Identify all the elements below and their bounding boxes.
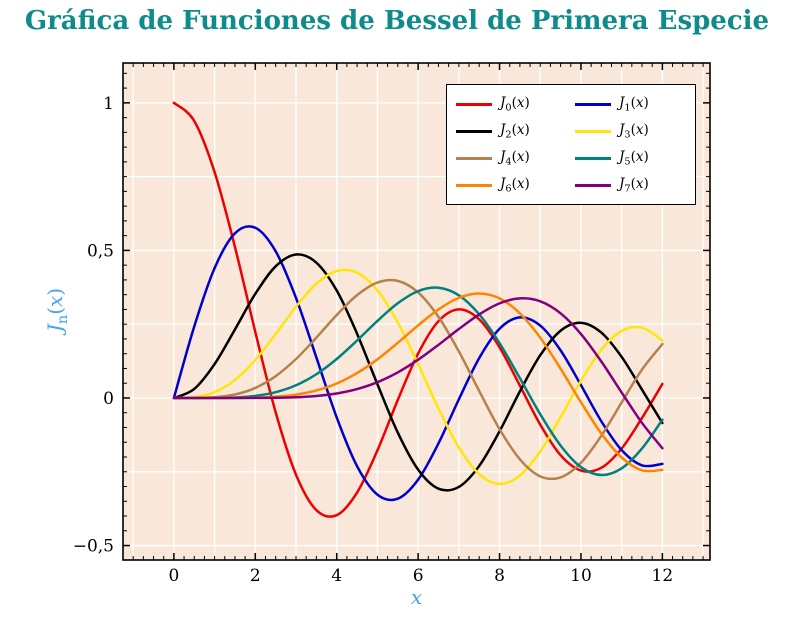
legend-item-J7x: J7(x) — [575, 173, 686, 197]
y-tick-label: −0,5 — [73, 537, 114, 557]
x-tick-label: 0 — [168, 566, 179, 586]
grid-lines — [123, 63, 710, 560]
y-tick-label: 0,5 — [87, 241, 114, 261]
legend-line-sample — [575, 183, 611, 187]
legend-item-J5x: J5(x) — [575, 146, 686, 170]
curve-J2x — [172, 253, 664, 492]
tick-labels: 0 2 4 6 8 10 12 1 0,5 0 −0,5 — [73, 94, 673, 586]
y-axis-label: Jn(x) — [43, 287, 71, 333]
legend-line-sample — [575, 156, 611, 160]
legend-item-J0x: J0(x) — [456, 92, 567, 116]
legend-item-J4x: J4(x) — [456, 146, 567, 170]
legend-line-sample — [456, 156, 492, 160]
y-tick-label: 1 — [103, 94, 114, 114]
legend-item-J2x: J2(x) — [456, 119, 567, 143]
x-tick-label: 12 — [652, 566, 674, 586]
legend-label: J2(x) — [500, 121, 530, 141]
x-tick-label: 2 — [250, 566, 261, 586]
curve-J5x — [172, 286, 664, 477]
legend-line-sample — [456, 102, 492, 106]
legend-label: J0(x) — [500, 94, 530, 114]
legend-label: J6(x) — [500, 175, 530, 195]
x-tick-label: 6 — [413, 566, 424, 586]
y-tick-label: 0 — [103, 389, 114, 409]
legend-label: J5(x) — [619, 148, 649, 168]
legend-line-sample — [575, 129, 611, 133]
legend-label: J3(x) — [619, 121, 649, 141]
curves — [172, 101, 664, 518]
x-tick-label: 4 — [331, 566, 342, 586]
x-tick-label: 8 — [494, 566, 505, 586]
x-axis-label: x — [410, 585, 423, 609]
legend-item-J6x: J6(x) — [456, 173, 567, 197]
legend-line-sample — [456, 129, 492, 133]
x-tick-label: 10 — [570, 566, 592, 586]
legend-label: J4(x) — [500, 148, 530, 168]
legend-label: J7(x) — [619, 175, 649, 195]
curve-J1x — [172, 225, 664, 502]
plot-border — [122, 62, 711, 561]
chart-title: Gráfica de Funciones de Bessel de Primer… — [24, 6, 770, 36]
curve-J7x — [172, 297, 664, 450]
legend-item-J3x: J3(x) — [575, 119, 686, 143]
legend-item-J1x: J1(x) — [575, 92, 686, 116]
curve-J3x — [172, 268, 664, 486]
legend-label: J1(x) — [619, 94, 649, 114]
legend-line-sample — [575, 102, 611, 106]
legend-line-sample — [456, 183, 492, 187]
legend: J0(x) J1(x) J2(x) J3(x) J4(x) J5(x) J6(x) J7(x) — [446, 84, 696, 205]
